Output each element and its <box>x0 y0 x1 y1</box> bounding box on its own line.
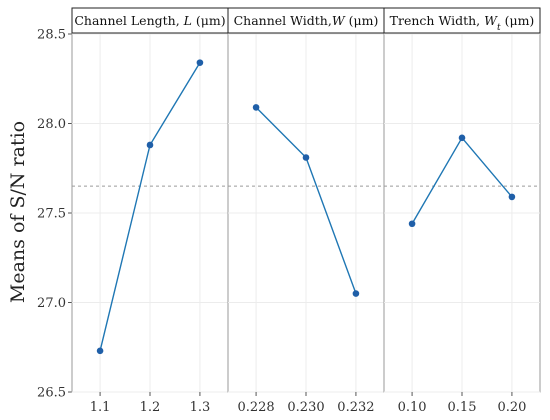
panel-title: Channel Length, L (μm) <box>74 13 225 28</box>
y-tick-label: 27.0 <box>37 296 66 311</box>
data-point <box>408 220 416 228</box>
y-tick-label: 28.0 <box>37 117 66 132</box>
panel-title: Channel Width,W (μm) <box>234 13 379 28</box>
panel-strip <box>227 7 385 34</box>
panel-strip <box>71 7 229 34</box>
data-point <box>252 104 260 111</box>
x-tick-label: 0.20 <box>497 400 526 415</box>
x-tick-label: 1.1 <box>90 400 111 415</box>
x-tick-label: 0.15 <box>448 400 477 415</box>
data-point <box>96 347 104 355</box>
panel-3: Trench Width, Wt (μm) 0.10 0.15 0.20 <box>383 7 541 415</box>
data-point <box>146 141 154 149</box>
chart-panels: Channel Length, L (μm) 1.1 1.2 1.3 Channel W… <box>71 7 541 415</box>
x-tick-label: 0.232 <box>337 400 374 415</box>
y-tick-label: 28.5 <box>37 28 66 43</box>
x-tick-label: 1.2 <box>140 400 161 415</box>
y-tick-label: 26.5 <box>37 386 66 401</box>
x-tick-label: 1.3 <box>190 400 211 415</box>
y-tick-label: 27.5 <box>37 207 66 222</box>
y-axis-ticks: 26.5 27.0 27.5 28.0 28.5 <box>37 28 73 401</box>
data-point <box>352 290 360 297</box>
panel-title: Trench Width, Wt (μm) <box>390 13 535 33</box>
panel-2: Channel Width,W (μm) 0.228 0.230 0.232 <box>227 7 385 415</box>
x-tick-label: 0.230 <box>287 400 324 415</box>
panel-strip <box>383 7 541 34</box>
x-tick-label: 0.228 <box>237 400 274 415</box>
y-axis-label: Means of S/N ratio <box>7 121 29 303</box>
data-point <box>302 154 310 161</box>
data-point <box>508 193 516 201</box>
data-point <box>196 59 204 66</box>
data-point <box>458 134 466 142</box>
x-tick-label: 0.10 <box>398 400 427 415</box>
panel-1: Channel Length, L (μm) 1.1 1.2 1.3 <box>71 7 229 415</box>
